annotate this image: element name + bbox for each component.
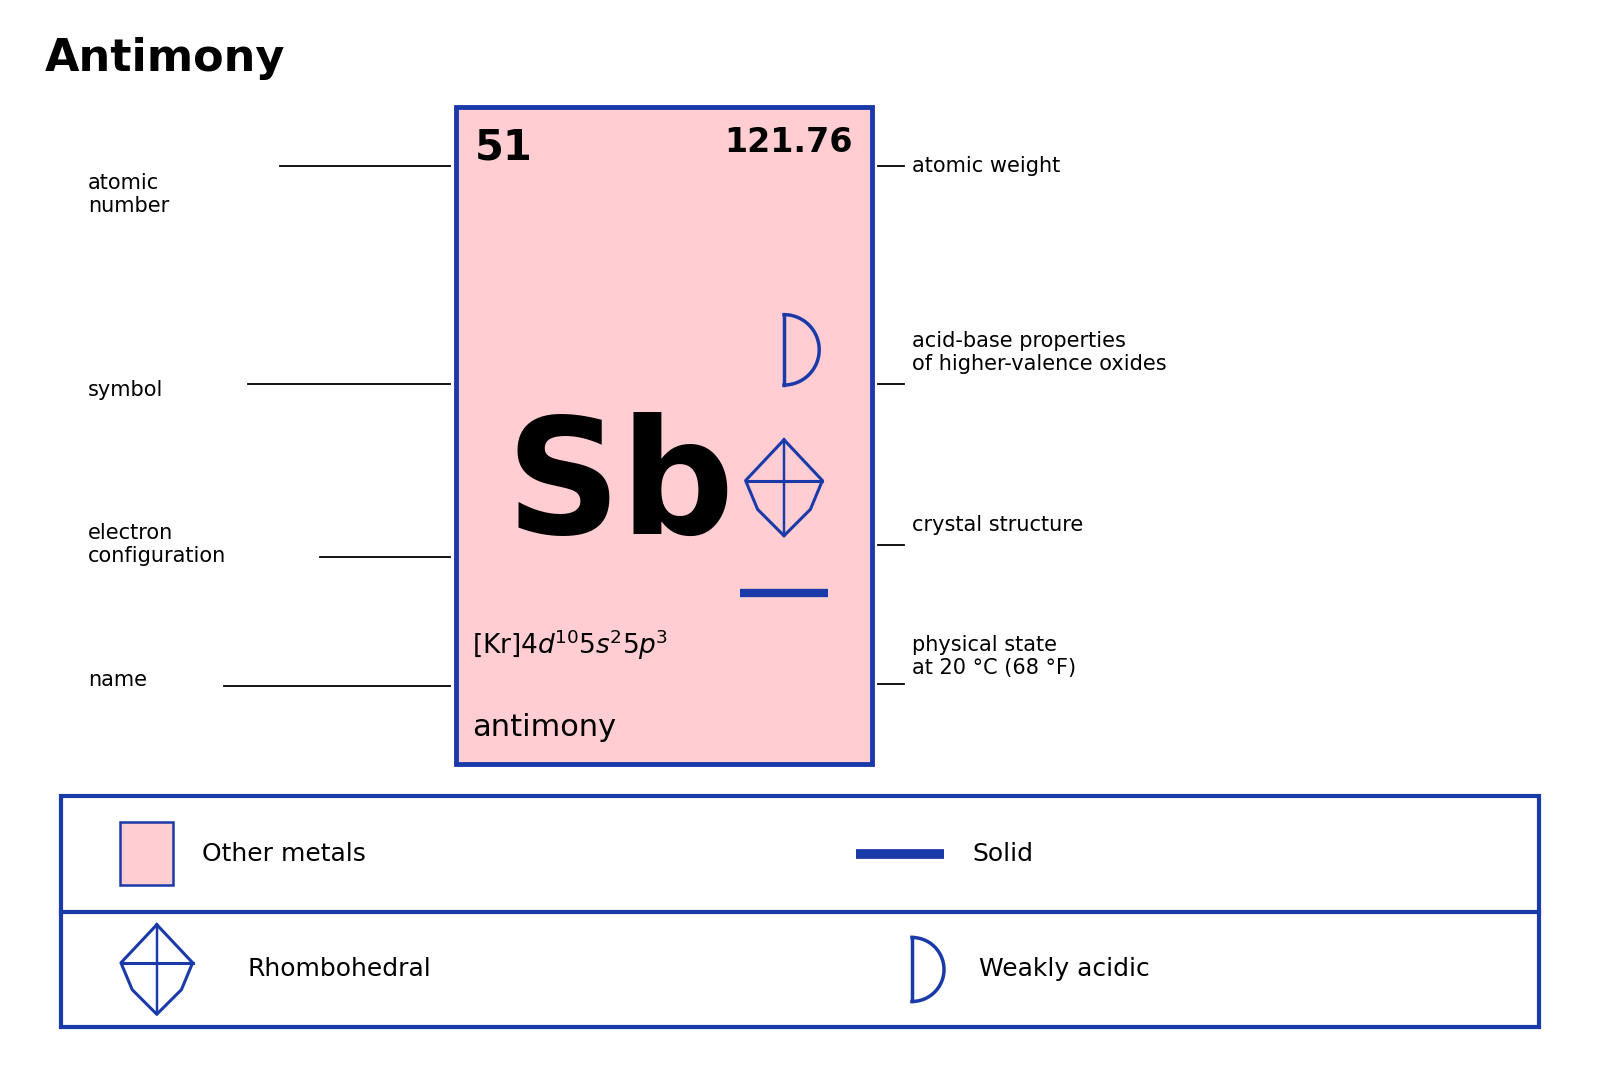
Text: $\mathsf{[Kr]4}d\mathsf{^{10}5}s\mathsf{^{2}5}p\mathsf{^{3}}$: $\mathsf{[Kr]4}d\mathsf{^{10}5}s\mathsf{… (472, 628, 669, 662)
Text: name: name (88, 671, 147, 690)
Text: Sb: Sb (506, 411, 736, 566)
Text: Weakly acidic: Weakly acidic (979, 958, 1150, 981)
Text: acid-base properties
of higher-valence oxides: acid-base properties of higher-valence o… (912, 331, 1166, 374)
Text: 121.76: 121.76 (725, 126, 853, 159)
Bar (120, 821, 173, 885)
Text: physical state
at 20 °C (68 °F): physical state at 20 °C (68 °F) (912, 635, 1077, 678)
Text: Other metals: Other metals (202, 842, 365, 865)
Text: atomic
number: atomic number (88, 173, 170, 216)
Text: atomic weight: atomic weight (912, 156, 1061, 175)
Bar (61, 796, 1539, 1027)
Text: symbol: symbol (88, 380, 163, 399)
Text: Solid: Solid (973, 842, 1034, 865)
Bar (456, 107, 872, 764)
Text: electron
configuration: electron configuration (88, 523, 226, 566)
Text: Rhombohedral: Rhombohedral (248, 958, 432, 981)
Text: crystal structure: crystal structure (912, 516, 1083, 535)
Text: antimony: antimony (472, 713, 616, 742)
Text: Antimony: Antimony (45, 37, 285, 80)
Text: 51: 51 (475, 126, 533, 168)
